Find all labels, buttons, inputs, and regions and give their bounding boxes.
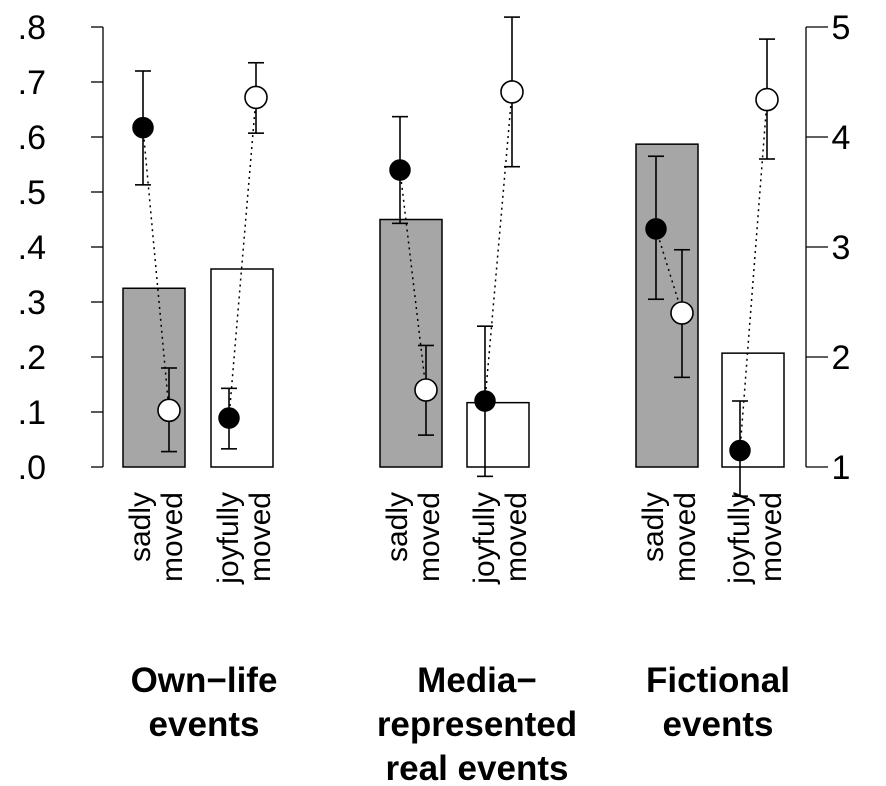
category-label-line: joyfully (212, 492, 245, 585)
category-label-line: sadly (637, 492, 670, 562)
left-axis-tick-label: .4 (18, 229, 46, 267)
left-axis-tick-label: .2 (18, 339, 46, 377)
category-label-line: sadly (124, 492, 157, 562)
right-axis-tick-label: 2 (832, 339, 851, 377)
category-label-line: moved (413, 492, 446, 582)
open-point (244, 85, 268, 110)
open-point (755, 87, 779, 112)
filled-point (132, 116, 154, 139)
left-axis-tick-label: .0 (18, 449, 46, 487)
group-label: Fictional events (646, 661, 790, 744)
group-label-line: Media− (417, 661, 537, 700)
category-label: sadlymoved (381, 492, 446, 582)
connector-line (655, 228, 683, 314)
bar (466, 401, 530, 468)
connector-line (484, 91, 513, 402)
filled-point (729, 439, 751, 462)
right-axis-tick-label: 1 (832, 449, 851, 487)
left-axis-tick-label: .1 (18, 394, 46, 432)
left-axis-tick-label: .7 (18, 64, 46, 102)
category-label-line: joyfully (468, 492, 501, 585)
category-label: joyfullymoved (723, 492, 788, 585)
category-label-line: joyfully (723, 492, 756, 585)
bar (122, 287, 186, 468)
group-label: Own−life events (131, 661, 278, 744)
right-axis-tick-label: 5 (832, 9, 851, 47)
open-point (670, 301, 694, 325)
category-label: joyfullymoved (468, 492, 533, 585)
group-label: Media− represented real events (377, 661, 577, 786)
open-point (500, 80, 524, 104)
filled-point (389, 159, 411, 181)
group-label-line: events (149, 705, 260, 744)
category-labels: sadlymoved joyfullymoved sadlymoved joyfull… (124, 492, 788, 585)
connector-line (739, 99, 768, 451)
category-label-line: moved (500, 492, 533, 582)
filled-point (474, 390, 496, 412)
bar (379, 218, 443, 468)
category-label-line: moved (669, 492, 702, 582)
connector-lines (142, 91, 768, 451)
category-label-line: moved (156, 492, 189, 582)
right-axis-tick-label: 4 (832, 119, 851, 157)
open-point (157, 398, 181, 423)
group-label-line: events (663, 705, 774, 744)
bar (210, 268, 274, 468)
group-labels: Own−life events Media− represented real even… (131, 661, 790, 786)
bars (122, 143, 785, 468)
left-axis-tick-label: .8 (18, 9, 46, 47)
group-label-line: Fictional (646, 661, 790, 700)
filled-point (218, 407, 240, 429)
category-label: sadlymoved (124, 492, 189, 582)
right-y-axis: 1 2 3 4 5 (805, 9, 851, 487)
category-label-line: moved (244, 492, 277, 582)
left-axis-tick-label: .5 (18, 174, 46, 212)
left-y-axis: .0 .1 .2 .3 .4 .5 .6 .7 .8 (18, 9, 104, 487)
group-label-line: real events (386, 749, 569, 786)
connector-line (399, 169, 427, 391)
filled-point (645, 218, 667, 240)
data-points (132, 80, 779, 462)
group-label-line: Own−life (131, 661, 278, 700)
group-label-line: represented (377, 705, 577, 744)
open-point (414, 378, 438, 402)
category-label-line: moved (755, 492, 788, 582)
category-label: sadlymoved (637, 492, 702, 582)
right-axis-tick-label: 3 (832, 229, 851, 267)
category-label: joyfullymoved (212, 492, 277, 585)
category-label-line: sadly (381, 492, 414, 562)
left-axis-tick-label: .6 (18, 119, 46, 157)
left-axis-tick-label: .3 (18, 284, 46, 322)
